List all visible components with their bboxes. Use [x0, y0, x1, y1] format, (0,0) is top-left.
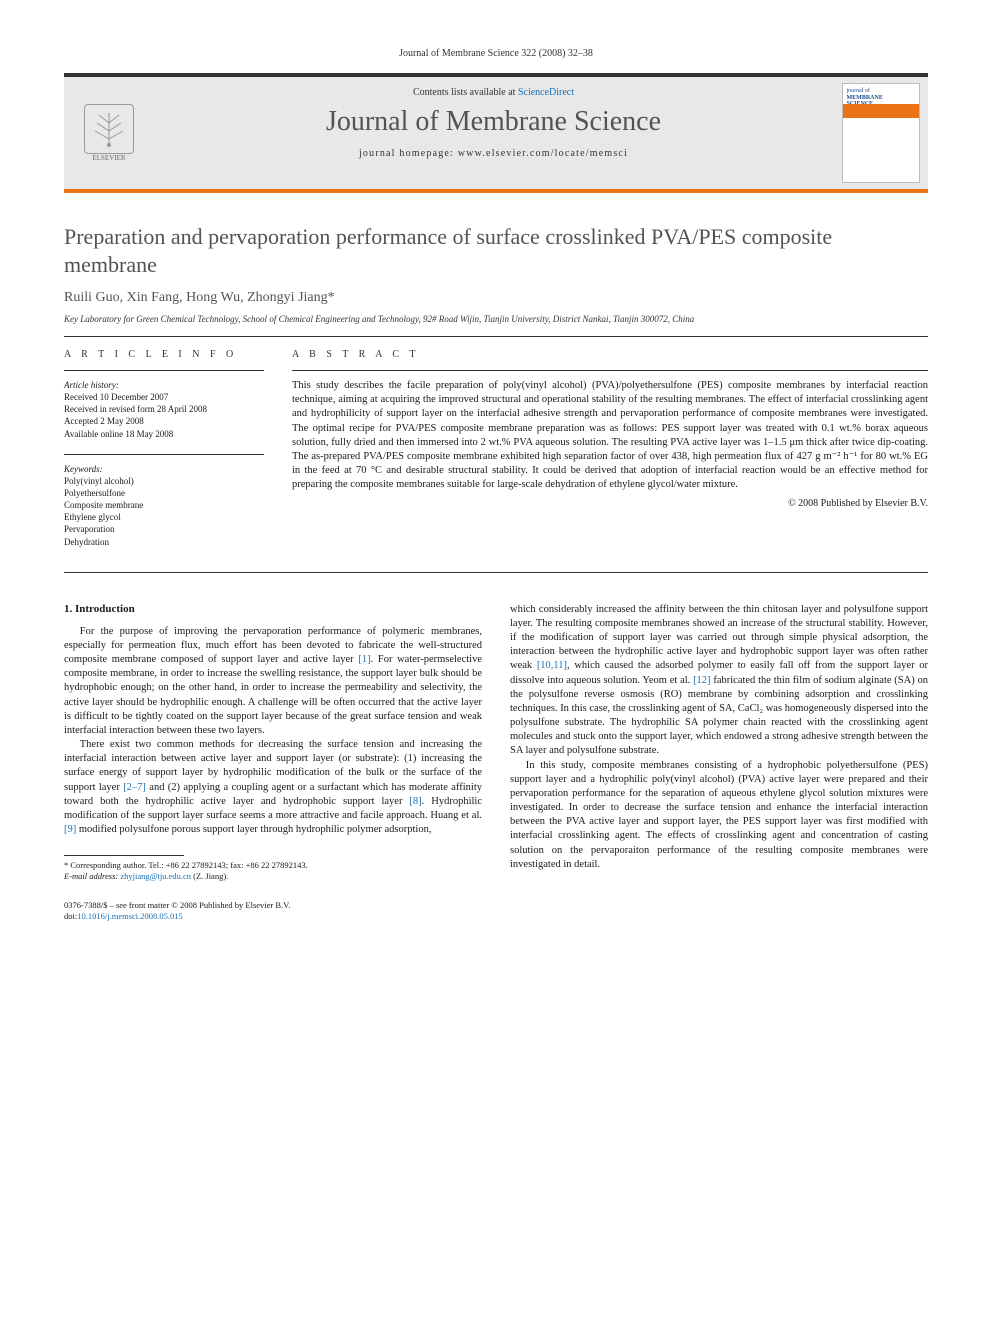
- footnote-rule: [64, 855, 184, 856]
- running-head: Journal of Membrane Science 322 (2008) 3…: [64, 48, 928, 59]
- footnote-line: * Corresponding author. Tel.: +86 22 278…: [64, 860, 482, 871]
- history-line: Received in revised form 28 April 2008: [64, 403, 264, 415]
- keyword: Polyethersulfone: [64, 487, 264, 499]
- authors: Ruili Guo, Xin Fang, Hong Wu, Zhongyi Ji…: [64, 290, 928, 306]
- citation-link[interactable]: [1]: [358, 654, 370, 665]
- email-who: (Z. Jiang).: [191, 871, 228, 881]
- footnote-email-line: E-mail address: zhyjiang@tju.edu.cn (Z. …: [64, 871, 482, 882]
- keyword: Pervaporation: [64, 523, 264, 535]
- citation-link[interactable]: [10,11]: [537, 660, 567, 671]
- history-line: Available online 18 May 2008: [64, 428, 264, 440]
- hr-info-2: [64, 454, 264, 455]
- masthead-center: Contents lists available at ScienceDirec…: [154, 77, 833, 189]
- elsevier-logo: ELSEVIER: [74, 98, 144, 168]
- page: Journal of Membrane Science 322 (2008) 3…: [0, 0, 992, 962]
- paragraph: For the purpose of improving the pervapo…: [64, 625, 482, 738]
- section-heading: 1. Introduction: [64, 603, 482, 615]
- body-left-column: 1. Introduction For the purpose of impro…: [64, 603, 482, 883]
- cover-orange-band: [843, 104, 919, 118]
- body-two-columns: 1. Introduction For the purpose of impro…: [64, 603, 928, 883]
- keyword: Dehydration: [64, 536, 264, 548]
- masthead: ELSEVIER Contents lists available at Sci…: [64, 73, 928, 193]
- keywords-label: Keywords:: [64, 463, 264, 475]
- citation-link[interactable]: [2–7]: [123, 782, 146, 793]
- info-abstract-row: A R T I C L E I N F O Article history: R…: [64, 349, 928, 562]
- abstract-heading: A B S T R A C T: [292, 349, 928, 360]
- contents-lists-line: Contents lists available at ScienceDirec…: [154, 87, 833, 98]
- para-text: fabricated the thin film of sodium algin…: [510, 675, 928, 757]
- contents-prefix: Contents lists available at: [413, 87, 518, 98]
- history-line: Accepted 2 May 2008: [64, 415, 264, 427]
- para-text: modified polysulfone porous support laye…: [76, 824, 431, 835]
- cover-line-1: journal of: [847, 88, 915, 95]
- publisher-logo-cell: ELSEVIER: [64, 77, 154, 189]
- hr-bottom: [64, 572, 928, 573]
- history-label: Article history:: [64, 379, 264, 391]
- paragraph: There exist two common methods for decre…: [64, 738, 482, 837]
- hr-top: [64, 336, 928, 337]
- corresponding-author-footnote: * Corresponding author. Tel.: +86 22 278…: [64, 860, 482, 882]
- journal-name: Journal of Membrane Science: [154, 106, 833, 138]
- journal-homepage: journal homepage: www.elsevier.com/locat…: [154, 148, 833, 159]
- footer: 0376-7388/$ – see front matter © 2008 Pu…: [64, 900, 928, 922]
- doi-link[interactable]: 10.1016/j.memsci.2008.05.015: [77, 911, 183, 921]
- journal-cover-thumb: journal of MEMBRANE SCIENCE: [842, 83, 920, 183]
- footer-copyright: 0376-7388/$ – see front matter © 2008 Pu…: [64, 900, 928, 911]
- paragraph: which considerably increased the affinit…: [510, 603, 928, 759]
- para-text: . For water-permselective composite memb…: [64, 654, 482, 736]
- abstract-text: This study describes the facile preparat…: [292, 379, 928, 492]
- keyword: Composite membrane: [64, 499, 264, 511]
- doi-prefix: doi:: [64, 911, 77, 921]
- cover-line-2: MEMBRANE: [847, 95, 915, 102]
- elsevier-tree-icon: [84, 104, 134, 154]
- history-line: Received 10 December 2007: [64, 391, 264, 403]
- hr-abs: [292, 370, 928, 371]
- article-title: Preparation and pervaporation performanc…: [64, 223, 928, 278]
- footer-doi-line: doi:10.1016/j.memsci.2008.05.015: [64, 911, 928, 922]
- keywords-block: Keywords: Poly(vinyl alcohol) Polyethers…: [64, 463, 264, 548]
- affiliation: Key Laboratory for Green Chemical Techno…: [64, 314, 928, 324]
- abstract-copyright: © 2008 Published by Elsevier B.V.: [292, 498, 928, 509]
- citation-link[interactable]: [8]: [409, 796, 421, 807]
- citation-link[interactable]: [9]: [64, 824, 76, 835]
- cover-thumb-cell: journal of MEMBRANE SCIENCE: [833, 77, 928, 189]
- body-right-column: which considerably increased the affinit…: [510, 603, 928, 883]
- paragraph: In this study, composite membranes consi…: [510, 759, 928, 872]
- article-info-heading: A R T I C L E I N F O: [64, 349, 264, 360]
- abstract-column: A B S T R A C T This study describes the…: [292, 349, 928, 562]
- article-history: Article history: Received 10 December 20…: [64, 379, 264, 440]
- keyword: Ethylene glycol: [64, 511, 264, 523]
- sciencedirect-link[interactable]: ScienceDirect: [518, 87, 574, 98]
- publisher-name: ELSEVIER: [92, 154, 125, 162]
- article-info-column: A R T I C L E I N F O Article history: R…: [64, 349, 264, 562]
- email-link[interactable]: zhyjiang@tju.edu.cn: [120, 871, 191, 881]
- email-label: E-mail address:: [64, 871, 120, 881]
- keyword: Poly(vinyl alcohol): [64, 475, 264, 487]
- citation-link[interactable]: [12]: [693, 675, 711, 686]
- hr-info-1: [64, 370, 264, 371]
